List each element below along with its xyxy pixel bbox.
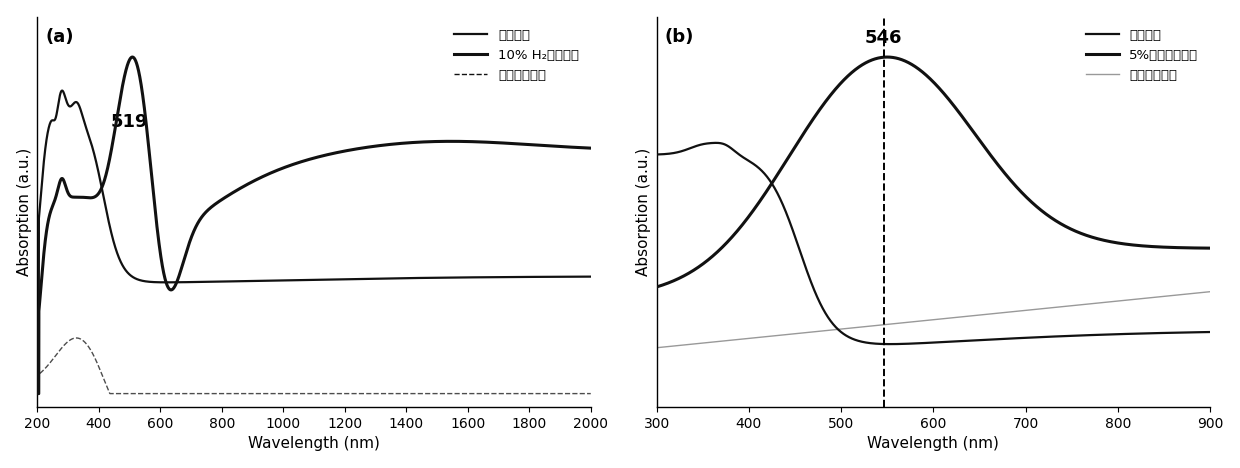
X-axis label: Wavelength (nm): Wavelength (nm): [248, 436, 379, 451]
X-axis label: Wavelength (nm): Wavelength (nm): [868, 436, 999, 451]
Y-axis label: Absorption (a.u.): Absorption (a.u.): [636, 148, 651, 276]
Text: 546: 546: [864, 29, 903, 47]
Text: 519: 519: [112, 113, 149, 131]
Legend: 热处理前, 5%氮气中热处理, 空气中热处理: 热处理前, 5%氮气中热处理, 空气中热处理: [1080, 23, 1204, 88]
Text: (b): (b): [665, 29, 694, 46]
Y-axis label: Absorption (a.u.): Absorption (a.u.): [16, 148, 32, 276]
Text: (a): (a): [46, 29, 74, 46]
Legend: 热处理前, 10% H₂中热处理, 空气中热处理: 热处理前, 10% H₂中热处理, 空气中热处理: [449, 23, 584, 88]
